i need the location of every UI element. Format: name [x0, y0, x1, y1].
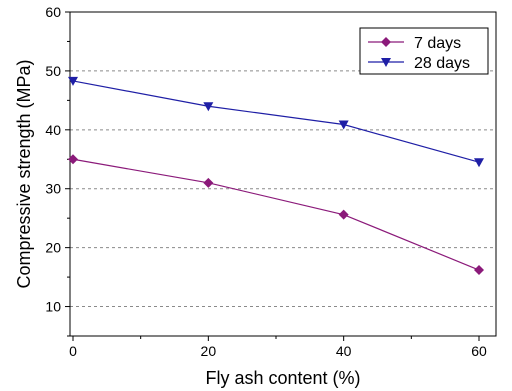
axis-ticks: 10 20 30 40 50 60 0 20 40 60 [45, 4, 487, 359]
x-tick-label-40: 40 [336, 343, 352, 359]
y-tick-label-50: 50 [45, 63, 61, 79]
y-tick-label-30: 30 [45, 181, 61, 197]
legend-swatch-marker [381, 58, 391, 67]
legend-entry: 28 days [368, 55, 470, 72]
x-tick-label-60: 60 [471, 343, 487, 359]
y-tick-label-10: 10 [45, 299, 61, 315]
y-axis-title: Compressive strength (MPa) [14, 59, 34, 288]
data-point [68, 154, 78, 165]
series-28-days [68, 76, 484, 168]
legend: 7 days 28 days [359, 27, 489, 75]
data-point [338, 120, 349, 130]
series-7-days [68, 154, 484, 276]
data-point [474, 158, 484, 168]
y-tick-label-20: 20 [45, 240, 61, 256]
data-point [474, 265, 484, 276]
series-line [72, 80, 480, 163]
plot-frame [69, 11, 497, 337]
legend-swatch-marker [381, 37, 391, 47]
data-point [203, 102, 214, 112]
data-point [338, 209, 349, 220]
legend-box [359, 27, 489, 75]
data-point [68, 76, 78, 86]
x-tick-label-20: 20 [201, 343, 217, 359]
legend-entry: 7 days [368, 35, 461, 52]
y-tick-label-40: 40 [45, 122, 61, 138]
series-layer [68, 76, 484, 276]
legend-label: 28 days [414, 55, 470, 72]
grid-lines [70, 70, 496, 308]
y-tick-label-60: 60 [45, 4, 61, 20]
legend-label: 7 days [414, 35, 461, 52]
data-point [203, 177, 214, 188]
series-line [72, 158, 480, 271]
x-tick-label-0: 0 [69, 343, 77, 359]
x-axis-title: Fly ash content (%) [205, 368, 360, 388]
